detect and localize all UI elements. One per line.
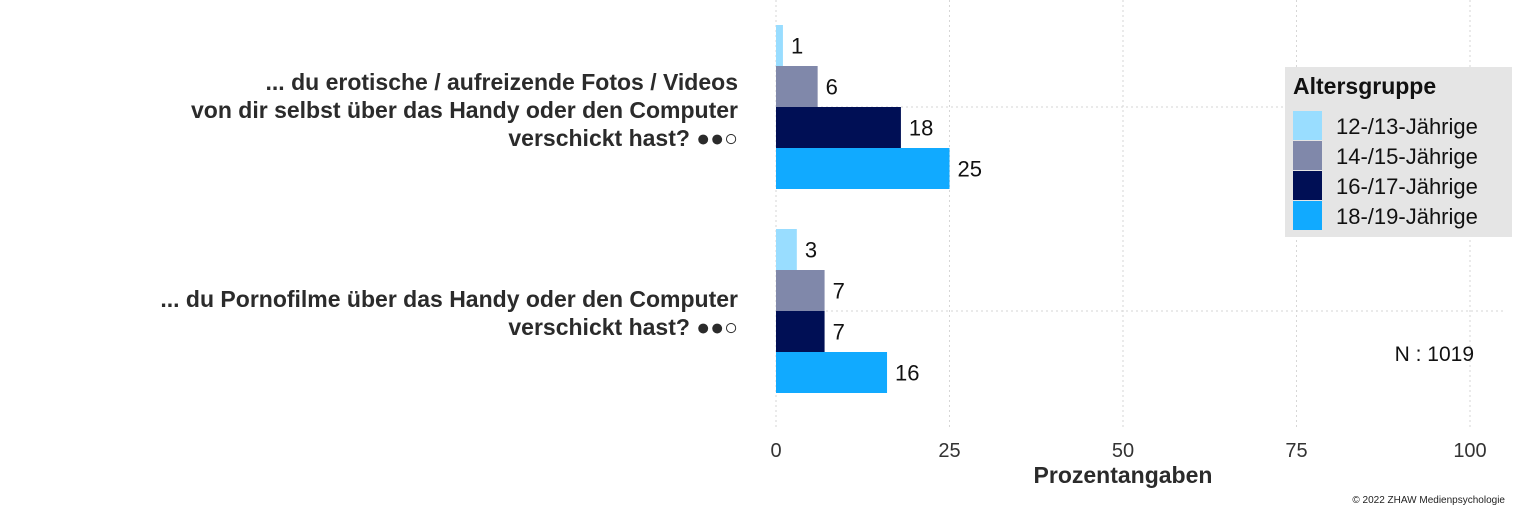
legend-label: 12-/13-Jährige (1336, 114, 1478, 139)
category-label: ... du erotische / aufreizende Fotos / V… (266, 69, 738, 95)
bar (776, 270, 825, 311)
legend-swatch (1293, 171, 1322, 200)
legend-label: 14-/15-Jährige (1336, 144, 1478, 169)
category-label: verschickt hast? ●●○ (508, 314, 738, 340)
data-label: 25 (958, 157, 982, 182)
legend-swatch (1293, 111, 1322, 140)
legend-swatch (1293, 201, 1322, 230)
x-tick-label: 75 (1285, 440, 1307, 462)
bar (776, 66, 818, 107)
bar (776, 148, 950, 189)
legend-items: 12-/13-Jährige 14-/15-Jährige 16-/17-Jähri… (1293, 111, 1478, 230)
x-tick-label: 100 (1453, 440, 1486, 462)
category-labels: ... du erotische / aufreizende Fotos / V… (160, 69, 738, 340)
bars (776, 25, 950, 393)
x-axis-title: Prozentangaben (1034, 462, 1213, 488)
bar (776, 107, 901, 148)
data-label: 1 (791, 34, 803, 59)
legend-label: 18-/19-Jährige (1336, 204, 1478, 229)
category-label: ... du Pornofilme über das Handy oder de… (160, 286, 738, 312)
category-label: von dir selbst über das Handy oder den C… (191, 97, 738, 123)
legend: Altersgruppe 12-/13-Jährige 14-/15-Jährig… (1285, 67, 1512, 237)
bar (776, 311, 825, 352)
sample-size-note: N : 1019 (1395, 343, 1474, 366)
copyright-credit: © 2022 ZHAW Medienpsychologie (1352, 495, 1505, 506)
legend-label: 16-/17-Jährige (1336, 174, 1478, 199)
bar (776, 352, 888, 393)
x-tick-label: 50 (1112, 440, 1134, 462)
legend-background (1285, 67, 1512, 237)
data-label: 7 (833, 320, 845, 345)
legend-swatch (1293, 141, 1322, 170)
bar (776, 25, 783, 66)
data-label: 6 (826, 75, 838, 100)
data-label: 16 (895, 361, 919, 386)
x-tick-label: 0 (770, 440, 781, 462)
x-tick-labels: 0 25 50 75 100 (770, 440, 1486, 462)
data-label: 3 (805, 238, 817, 263)
data-label: 7 (833, 279, 845, 304)
category-label: verschickt hast? ●●○ (508, 125, 738, 151)
legend-title: Altersgruppe (1293, 73, 1436, 99)
bar (776, 229, 797, 270)
data-label: 18 (909, 116, 933, 141)
x-tick-label: 25 (938, 440, 960, 462)
